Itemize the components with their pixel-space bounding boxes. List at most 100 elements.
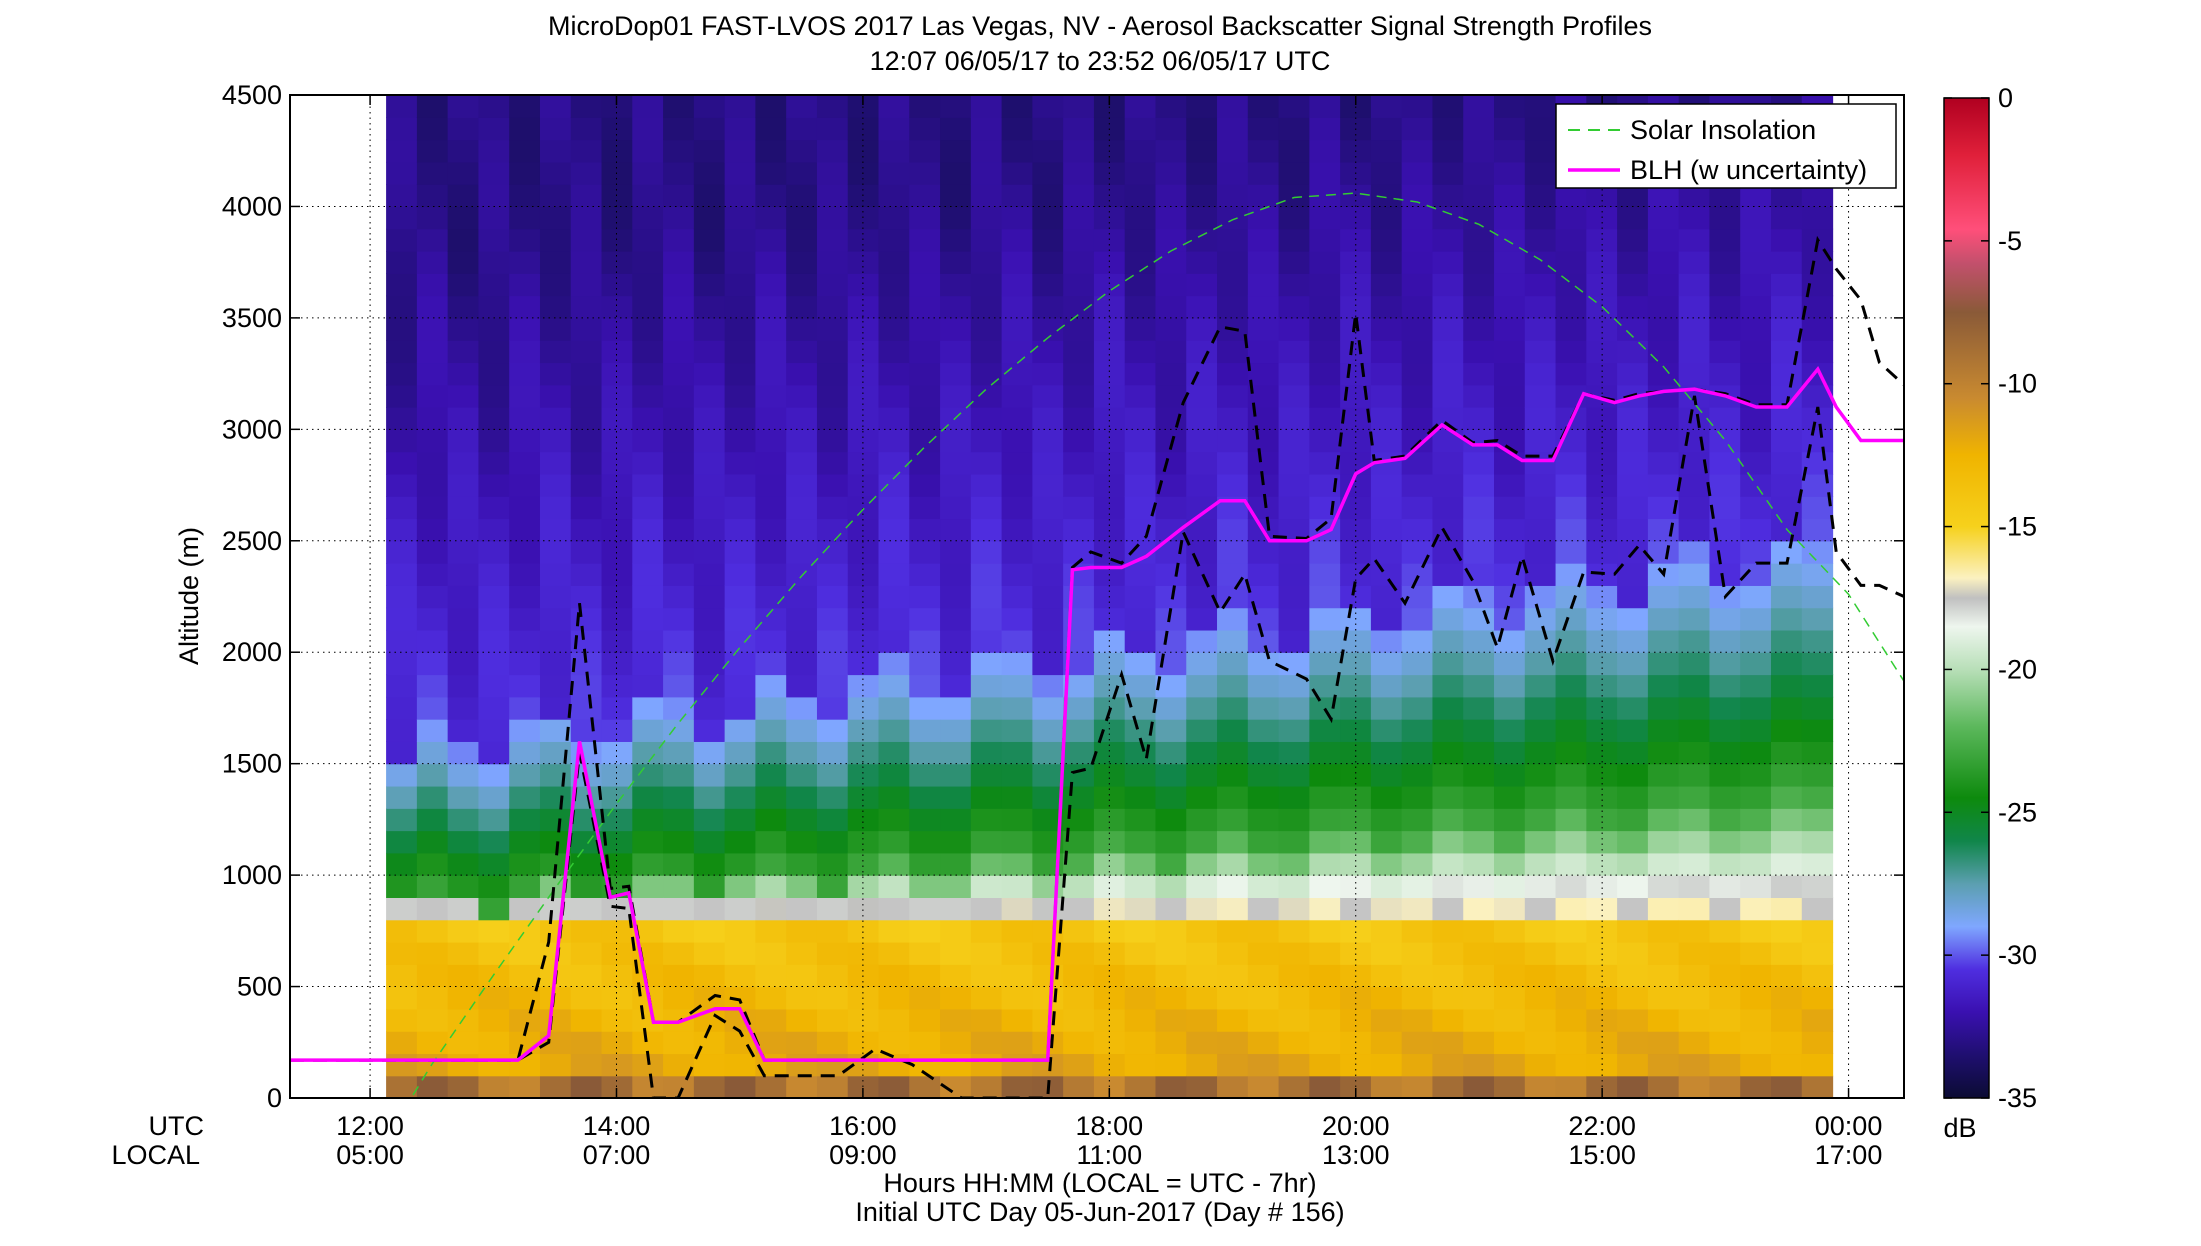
heatmap-cell [1678,1053,1711,1077]
heatmap-cell [1801,563,1834,586]
heatmap-cell [539,652,572,676]
heatmap-cell [1032,674,1064,698]
heatmap-cell [1340,696,1372,720]
heatmap-cell [816,607,849,631]
heatmap-cell [1801,741,1834,765]
heatmap-cell [1586,719,1618,742]
heatmap-cell [816,897,849,921]
heatmap-cell [1278,407,1310,430]
heatmap-cell [970,563,1003,586]
heatmap-cell [1432,184,1464,208]
heatmap-cell [940,117,972,141]
heatmap-cell [1617,763,1649,787]
heatmap-cell [693,808,726,832]
heatmap-cell [601,451,633,475]
heatmap-cell [1124,206,1157,230]
heatmap-cell [1647,407,1680,430]
heatmap-cell [970,696,1003,720]
heatmap-cell [1278,696,1310,720]
heatmap-cell [478,696,510,720]
heatmap-cell [539,540,572,564]
heatmap-cell [1186,852,1218,876]
heatmap-cell [847,808,880,832]
heatmap-cell [1247,585,1280,609]
heatmap-cell [539,585,572,609]
heatmap-cell [509,719,541,742]
heatmap-cell [1309,986,1341,1010]
heatmap-cell [1740,629,1772,653]
heatmap-cell [447,808,480,832]
heatmap-cell [1093,228,1126,252]
heatmap-cell [478,652,510,676]
heatmap-cell [478,785,510,809]
heatmap-cell [816,340,849,364]
heatmap-cell [601,941,633,965]
heatmap-cell [878,117,910,141]
heatmap-cell [1247,407,1280,430]
heatmap-cell [970,852,1003,876]
heatmap-cell [632,852,664,876]
heatmap-cell [1586,763,1618,787]
heatmap-cell [1155,117,1187,141]
heatmap-cell [386,451,418,475]
heatmap-cell [1555,1008,1587,1032]
heatmap-cell [909,251,941,274]
heatmap-cell [816,1031,849,1055]
heatmap-cell [478,919,510,943]
heatmap-cell [1524,986,1557,1010]
heatmap-cell [509,473,541,497]
heatmap-cell [1678,1075,1711,1098]
heatmap-cell [1401,473,1434,497]
heatmap-cell [539,451,572,475]
heatmap-cell [1494,95,1526,118]
heatmap-cell [1063,629,1095,653]
heatmap-cell [1740,607,1772,631]
heatmap-cell [1370,384,1403,408]
heatmap-cell [1278,941,1310,965]
heatmap-cell [632,384,664,408]
heatmap-cell [1063,139,1095,163]
heatmap-cell [1740,719,1772,742]
heatmap-cell [1217,808,1249,832]
heatmap-cell [755,652,787,676]
heatmap-cell [1401,1008,1434,1032]
heatmap-cell [416,184,449,208]
heatmap-cell [1278,1008,1310,1032]
heatmap-cell [1432,607,1464,631]
heatmap-cell [1586,340,1618,364]
heatmap-cell [786,785,818,809]
heatmap-cell [1063,785,1095,809]
heatmap-cell [416,852,449,876]
heatmap-cell [1093,295,1126,319]
heatmap-cell [386,629,418,653]
heatmap-cell [1186,585,1218,609]
heatmap-cell [1494,674,1526,698]
heatmap-cell [724,161,757,185]
heatmap-cell [1278,295,1310,319]
heatmap-cell [755,785,787,809]
heatmap-cell [940,785,972,809]
heatmap-cell [1678,429,1711,453]
heatmap-cell [1524,496,1557,520]
heatmap-cell [816,473,849,497]
heatmap-cell [601,696,633,720]
heatmap-cell [1155,295,1187,319]
plot-frame [289,94,1905,1099]
heatmap-cell [478,184,510,208]
heatmap-cell [416,674,449,698]
heatmap-cell [1309,429,1341,453]
heatmap-cell [1001,964,1033,988]
heatmap-cell [416,540,449,564]
heatmap-cell [1124,184,1157,208]
heatmap-cell [1586,652,1618,676]
heatmap-cell [1217,273,1249,297]
heatmap-cell [1063,540,1095,564]
heatmap-cell [1678,652,1711,676]
heatmap-cell [755,295,787,319]
heatmap-cell [1432,763,1464,787]
heatmap-cell [1401,340,1434,364]
heatmap-cell [509,340,541,364]
heatmap-cell [1340,919,1372,943]
heatmap-cell [1432,674,1464,698]
heatmap-cell [724,518,757,542]
